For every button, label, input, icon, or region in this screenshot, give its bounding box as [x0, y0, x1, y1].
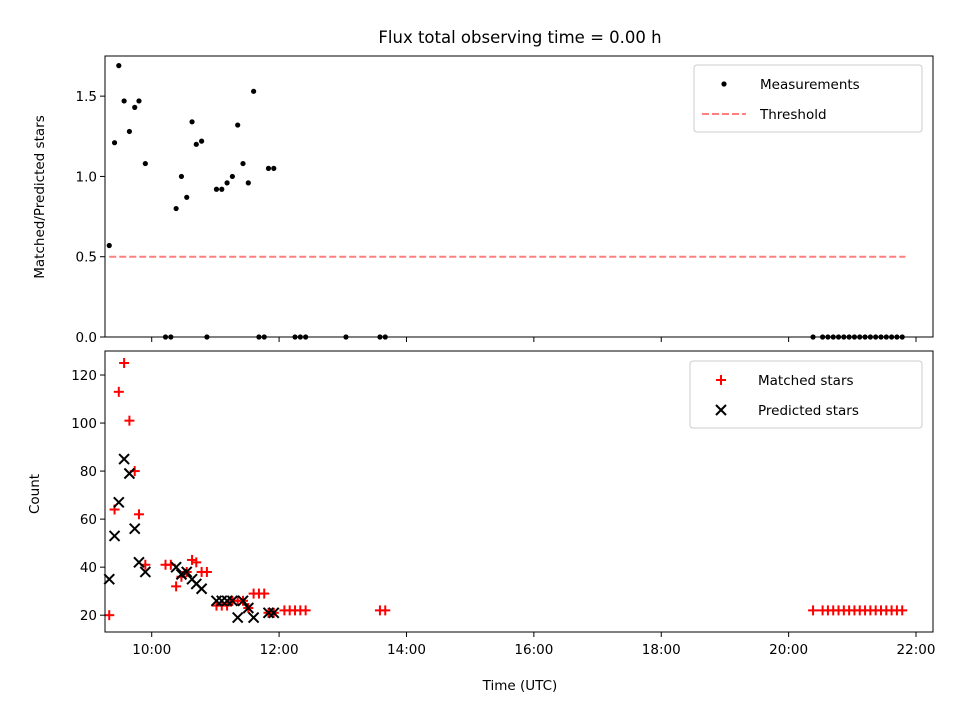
top-x-ticks	[151, 337, 917, 342]
legend-threshold-label: Threshold	[759, 107, 827, 123]
matched-star-point	[222, 600, 233, 611]
bottom-y-tick-label: 100	[71, 416, 97, 432]
measurement-point	[229, 173, 235, 180]
predicted-star-point	[268, 607, 280, 619]
bottom-axes-frame	[104, 350, 934, 633]
measurement-point	[189, 119, 195, 125]
legend-measurements-marker	[721, 81, 727, 87]
bottom-legend: Matched stars Predicted stars	[689, 360, 923, 429]
top-legend-frame	[693, 64, 923, 133]
measurement-point	[213, 186, 220, 192]
x-tick-label: 18:00	[642, 642, 681, 658]
top-y-tick-label: 0.5	[76, 250, 97, 266]
measurement-point	[116, 63, 122, 69]
measurement-point	[271, 165, 277, 171]
legend-predicted-label: Predicted stars	[758, 403, 859, 419]
predicted-star-point	[123, 467, 136, 480]
measurement-point	[106, 242, 112, 249]
measurement-point	[126, 128, 133, 135]
predicted-star-point	[113, 496, 125, 509]
measurement-point	[142, 160, 148, 167]
predicted-star-point	[108, 530, 121, 542]
bottom-y-tick-label: 40	[80, 560, 97, 576]
matched-star-point	[124, 415, 135, 426]
matched-star-point	[897, 605, 908, 616]
legend-predicted-marker	[715, 404, 727, 416]
measurement-point	[235, 122, 241, 128]
bottom-x-ticks: 10:00 12:00 14:00 16:00 18:00 20:00 22:00	[132, 632, 935, 658]
top-legend: Measurements Threshold	[693, 64, 923, 133]
predicted-star-point	[133, 556, 145, 569]
measurement-point	[121, 98, 127, 104]
top-y-tick-label: 0.0	[76, 330, 97, 346]
predicted-star-point	[181, 566, 193, 578]
measurement-point	[265, 165, 272, 171]
measurement-point	[136, 98, 142, 104]
measurement-point	[173, 205, 179, 212]
matched-star-point	[104, 610, 115, 621]
measurement-point	[245, 180, 251, 186]
predicted-star-point	[170, 561, 182, 573]
predicted-star-point	[139, 566, 152, 578]
matched-star-point	[119, 358, 130, 369]
measurement-point	[111, 140, 118, 146]
bottom-y-ticks: 20 40 60 80 100 120	[71, 368, 105, 624]
bottom-y-tick-label: 80	[80, 464, 97, 480]
predicted-star-point	[226, 595, 239, 607]
top-plot-area	[106, 63, 906, 340]
matched-star-point	[191, 557, 202, 568]
predicted-star-point	[242, 602, 255, 614]
x-tick-label: 14:00	[387, 642, 426, 658]
measurement-point	[224, 180, 230, 186]
matched-star-point	[259, 588, 270, 599]
top-y-ticks: 0.0 0.5 1.0 1.5	[76, 89, 105, 346]
x-tick-label: 10:00	[132, 642, 171, 658]
bottom-y-tick-label: 20	[80, 608, 97, 624]
matched-star-point	[300, 605, 311, 616]
matched-star-point	[380, 605, 391, 616]
x-tick-label: 20:00	[769, 642, 808, 658]
legend-measurements-label: Measurements	[760, 77, 860, 93]
x-tick-label: 22:00	[897, 642, 936, 658]
predicted-star-point	[231, 611, 244, 624]
measurement-point	[219, 186, 225, 192]
bottom-axes: 20 40 60 80 100 120 10:00 12:00 14:00 16:00 18:00…	[27, 350, 935, 694]
x-tick-label: 16:00	[514, 642, 553, 658]
measurement-point	[178, 173, 185, 180]
bottom-y-tick-label: 60	[80, 512, 97, 528]
measurement-point	[132, 104, 138, 110]
legend-matched-label: Matched stars	[758, 373, 854, 389]
matched-star-point	[171, 581, 182, 592]
bottom-plot-area	[103, 358, 908, 624]
bottom-legend-frame	[689, 360, 923, 429]
bottom-y-tick-label: 120	[71, 368, 97, 384]
bottom-y-axis-label: Count	[27, 474, 43, 514]
top-chart-title: Flux total observing time = 0.00 h	[378, 28, 661, 47]
top-y-tick-label: 1.5	[76, 89, 97, 105]
x-tick-label: 12:00	[260, 642, 299, 658]
predicted-star-point	[103, 573, 115, 585]
measurement-point	[251, 88, 257, 94]
top-y-tick-label: 1.0	[76, 169, 97, 185]
matched-star-point	[113, 386, 124, 397]
top-axes-frame	[104, 55, 934, 338]
predicted-star-point	[247, 611, 260, 624]
matched-star-point	[808, 605, 819, 616]
top-y-axis-label: Matched/Predicted stars	[32, 115, 48, 278]
top-axes: 0.0 0.5 1.0 1.5 Matched/Predicted stars Mea…	[32, 55, 934, 346]
matched-star-point	[201, 566, 212, 577]
matched-star-point	[133, 509, 144, 520]
measurement-point	[240, 160, 246, 167]
measurement-point	[199, 138, 205, 144]
predicted-star-point	[237, 595, 249, 607]
x-axis-label: Time (UTC)	[482, 678, 558, 694]
predicted-star-point	[129, 523, 141, 535]
predicted-star-point	[195, 583, 208, 595]
measurement-point	[184, 194, 190, 200]
predicted-star-point	[118, 453, 130, 465]
measurement-point	[193, 141, 199, 147]
legend-matched-marker	[716, 375, 726, 385]
